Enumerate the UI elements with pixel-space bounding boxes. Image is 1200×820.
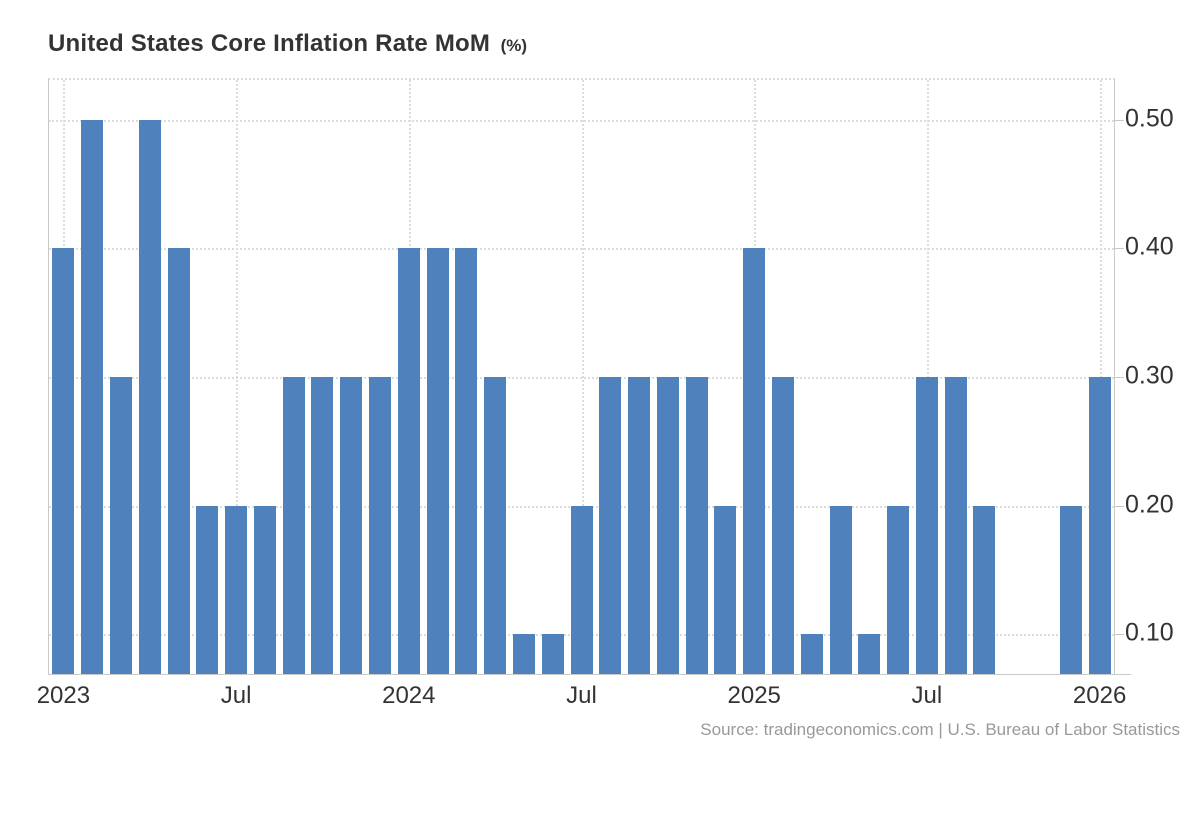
plot-area: 0.50 0.40 0.30 0.20 0.10 2023 Jul 2024 Jul 2025 Ju…: [37, 78, 1174, 709]
bar-2024-04[interactable]: [484, 377, 507, 674]
bottom-axis-stub: [1114, 674, 1131, 675]
bar-2025-01[interactable]: [743, 248, 766, 674]
bar-2025-09[interactable]: [973, 505, 996, 674]
bar-2026-01[interactable]: [1088, 377, 1111, 674]
x-tick-label: 2025: [727, 682, 781, 709]
chart-title-text: United States Core Inflation Rate MoM: [48, 30, 491, 57]
chart-title-unit: (%): [500, 36, 528, 55]
bar-2025-04[interactable]: [829, 505, 852, 674]
bar-2024-12[interactable]: [714, 505, 737, 674]
x-gridline: [581, 80, 584, 674]
x-tick-label: Jul: [566, 682, 597, 709]
x-tick-label: Jul: [220, 682, 252, 709]
y-axis-tick: [1114, 505, 1124, 507]
bar-2023-08[interactable]: [253, 505, 276, 674]
y-tick-label: 0.20: [1125, 489, 1174, 518]
bar-2023-12[interactable]: [369, 377, 391, 674]
x-tick-label: 2026: [1072, 682, 1127, 709]
source-attribution: Source: tradingeconomics.com | U.S. Bure…: [700, 720, 1180, 739]
bar-2023-04[interactable]: [138, 119, 161, 674]
y-tick-label: 0.10: [1125, 618, 1174, 647]
bar-2024-09[interactable]: [628, 377, 651, 674]
x-tick-label: 2023: [36, 682, 91, 709]
bar-2025-06[interactable]: [887, 505, 910, 674]
bar-2023-11[interactable]: [340, 377, 363, 674]
bar-2023-03[interactable]: [109, 377, 132, 674]
y-axis-tick: [1114, 634, 1124, 636]
bar-2023-01[interactable]: [52, 248, 75, 674]
bar-2024-02[interactable]: [426, 248, 449, 674]
bar-2024-11[interactable]: [685, 377, 708, 674]
y-tick-label: 0.40: [1125, 232, 1174, 261]
y-axis-tick: [1114, 377, 1124, 378]
bar-2024-08[interactable]: [599, 377, 622, 674]
x-tick-label: Jul: [911, 682, 943, 709]
bar-2025-02[interactable]: [771, 377, 794, 674]
bar-2023-02[interactable]: [81, 119, 104, 674]
y-tick-label: 0.50: [1125, 104, 1174, 133]
bar-2024-05[interactable]: [512, 634, 535, 674]
bar-2024-03[interactable]: [455, 248, 478, 674]
bar-2023-05[interactable]: [167, 248, 190, 674]
x-gridline: [236, 80, 239, 674]
y-tick-label: 0.30: [1125, 361, 1174, 390]
bar-2023-07[interactable]: [225, 505, 248, 674]
bar-2023-06[interactable]: [196, 505, 219, 674]
bar-2024-10[interactable]: [656, 377, 679, 674]
bar-2025-03[interactable]: [800, 634, 823, 674]
bar-2023-09[interactable]: [282, 377, 305, 674]
bar-2024-07[interactable]: [570, 505, 593, 674]
bar-2024-06[interactable]: [541, 634, 564, 674]
bar-2024-01[interactable]: [397, 248, 420, 674]
x-tick-label: 2024: [382, 682, 436, 709]
bar-2025-12[interactable]: [1059, 505, 1082, 674]
chart-title: United States Core Inflation Rate MoM (%…: [48, 30, 527, 58]
bar-2025-08[interactable]: [944, 377, 967, 674]
bar-2025-05[interactable]: [858, 634, 881, 674]
bar-2023-10[interactable]: [311, 377, 334, 674]
y-axis-tick: [1114, 248, 1124, 250]
bar-2025-07[interactable]: [915, 377, 938, 674]
y-axis-tick: [1114, 119, 1124, 121]
